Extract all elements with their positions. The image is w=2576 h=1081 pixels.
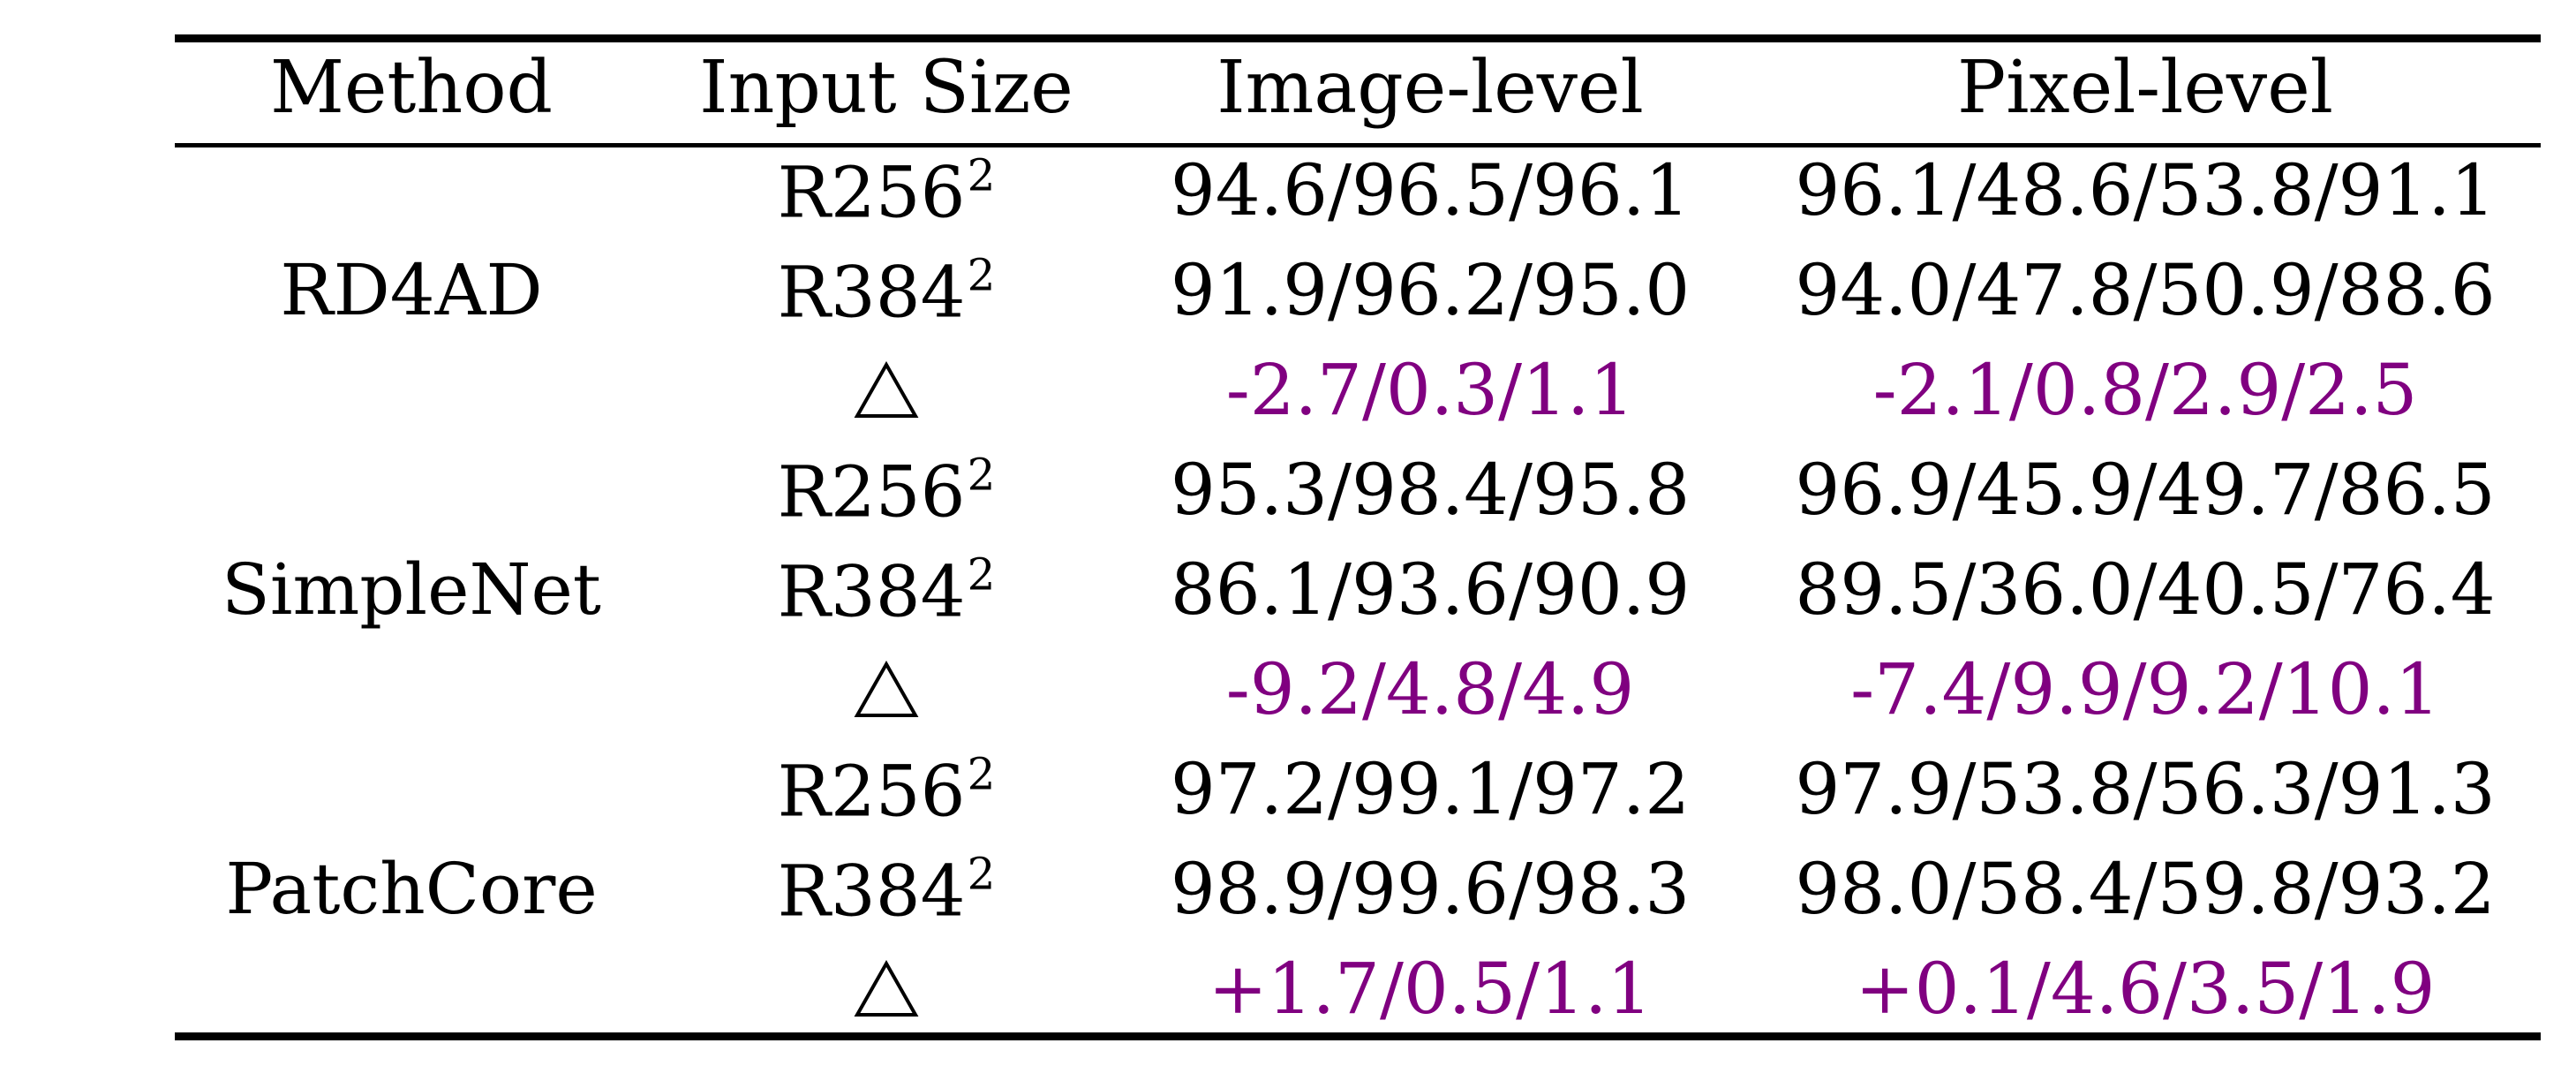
input-size-base: R256 <box>777 450 966 533</box>
input-size-base: R384 <box>777 251 966 334</box>
image-level-value: 86.1/93.6/90.9 <box>1170 548 1691 631</box>
input-size-exponent: 2 <box>967 249 996 301</box>
input-size-exponent: 2 <box>967 748 996 800</box>
input-size-cell: R2562 <box>778 453 996 528</box>
input-size-cell: R2562 <box>778 154 996 229</box>
image-level-value: 94.6/96.5/96.1 <box>1170 149 1691 231</box>
header-input-size: Input Size <box>699 46 1073 130</box>
image-level-delta: -9.2/4.8/4.9 <box>1225 648 1635 730</box>
header-pixel-level: Pixel-level <box>1957 46 2333 130</box>
method-name-rd4ad: RD4AD <box>280 249 543 331</box>
input-size-exponent: 2 <box>967 149 996 201</box>
method-name-simplenet: SimpleNet <box>222 548 601 631</box>
input-size-cell: R2562 <box>778 752 996 828</box>
pixel-level-delta: +0.1/4.6/3.5/1.9 <box>1855 948 2436 1030</box>
input-size-cell: R3842 <box>778 852 996 927</box>
pixel-level-value: 96.9/45.9/49.7/86.5 <box>1795 449 2496 531</box>
pixel-level-value: 97.9/53.8/56.3/91.3 <box>1795 748 2496 830</box>
input-size-exponent: 2 <box>967 449 996 501</box>
triangle-outline-icon <box>854 661 919 717</box>
input-size-base: R384 <box>777 550 966 633</box>
pixel-level-value: 98.0/58.4/59.8/93.2 <box>1795 848 2496 930</box>
input-size-exponent: 2 <box>967 548 996 601</box>
input-size-base: R384 <box>777 850 966 933</box>
top-rule <box>175 34 2541 42</box>
header-rule <box>175 143 2541 147</box>
pixel-level-value: 94.0/47.8/50.9/88.6 <box>1795 249 2496 331</box>
pixel-level-value: 89.5/36.0/40.5/76.4 <box>1795 548 2496 631</box>
image-level-delta: -2.7/0.3/1.1 <box>1225 349 1635 431</box>
image-level-value: 97.2/99.1/97.2 <box>1170 748 1691 830</box>
input-size-base: R256 <box>777 151 966 234</box>
input-size-cell: R3842 <box>778 553 996 628</box>
header-image-level: Image-level <box>1216 46 1644 130</box>
triangle-outline-icon <box>854 361 919 418</box>
image-level-value: 91.9/96.2/95.0 <box>1170 249 1691 331</box>
pixel-level-delta: -7.4/9.9/9.2/10.1 <box>1850 648 2440 730</box>
bottom-rule <box>175 1032 2541 1040</box>
pixel-level-value: 96.1/48.6/53.8/91.1 <box>1795 149 2496 231</box>
image-level-value: 95.3/98.4/95.8 <box>1170 449 1691 531</box>
method-name-patchcore: PatchCore <box>225 848 598 930</box>
input-size-cell: R3842 <box>778 253 996 329</box>
triangle-outline-icon <box>854 960 919 1017</box>
image-level-value: 98.9/99.6/98.3 <box>1170 848 1691 930</box>
input-size-base: R256 <box>777 750 966 833</box>
pixel-level-delta: -2.1/0.8/2.9/2.5 <box>1872 349 2418 431</box>
image-level-delta: +1.7/0.5/1.1 <box>1208 948 1653 1030</box>
header-method: Method <box>269 46 554 130</box>
input-size-exponent: 2 <box>967 848 996 900</box>
